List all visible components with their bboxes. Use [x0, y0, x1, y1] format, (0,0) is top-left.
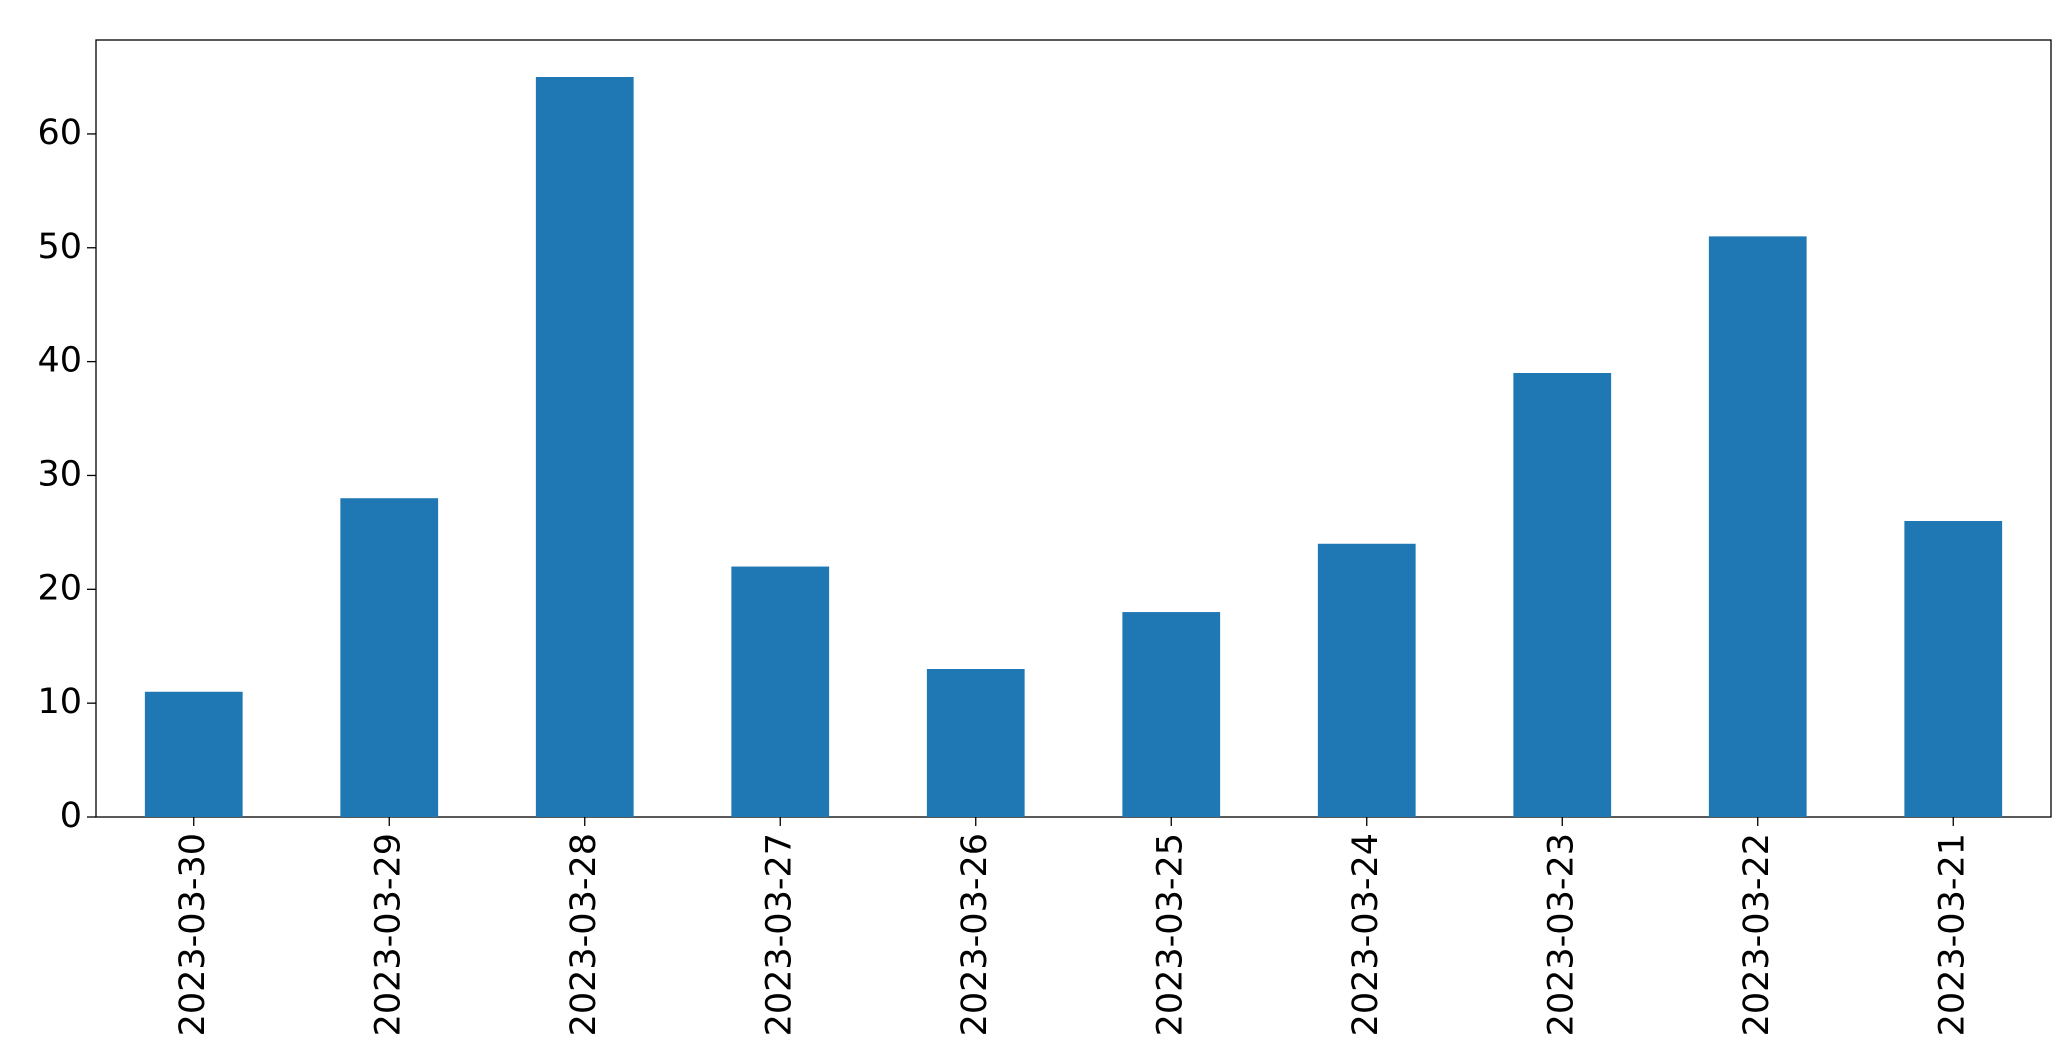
x-tick-label: 2023-03-21 — [1932, 833, 1972, 1036]
y-tick-label: 50 — [37, 227, 82, 267]
x-tick-label: 2023-03-26 — [955, 833, 995, 1036]
bar — [1122, 612, 1221, 817]
y-tick-label: 0 — [60, 796, 82, 836]
bar — [1317, 543, 1416, 817]
x-tick-label: 2023-03-30 — [173, 833, 213, 1036]
x-tick-label: 2023-03-25 — [1150, 833, 1190, 1036]
x-tick-label: 2023-03-29 — [368, 833, 408, 1036]
bar — [1708, 236, 1807, 817]
x-tick-label: 2023-03-23 — [1541, 833, 1581, 1036]
x-tick-label: 2023-03-22 — [1737, 833, 1777, 1036]
plot-frame — [95, 39, 2052, 818]
bar — [340, 498, 439, 817]
bar — [731, 566, 830, 817]
bar — [1513, 373, 1612, 817]
bar — [1904, 521, 2003, 817]
y-tick-label: 20 — [37, 568, 82, 608]
bar — [926, 669, 1025, 817]
x-tick-label: 2023-03-27 — [759, 833, 799, 1036]
bar — [144, 691, 243, 817]
y-tick-label: 30 — [37, 454, 82, 494]
x-tick-label: 2023-03-28 — [564, 833, 604, 1036]
bar — [535, 77, 634, 817]
y-tick-label: 60 — [37, 113, 82, 153]
y-tick-label: 40 — [37, 341, 82, 381]
y-tick-label: 10 — [37, 682, 82, 722]
x-tick-label: 2023-03-24 — [1346, 833, 1386, 1036]
